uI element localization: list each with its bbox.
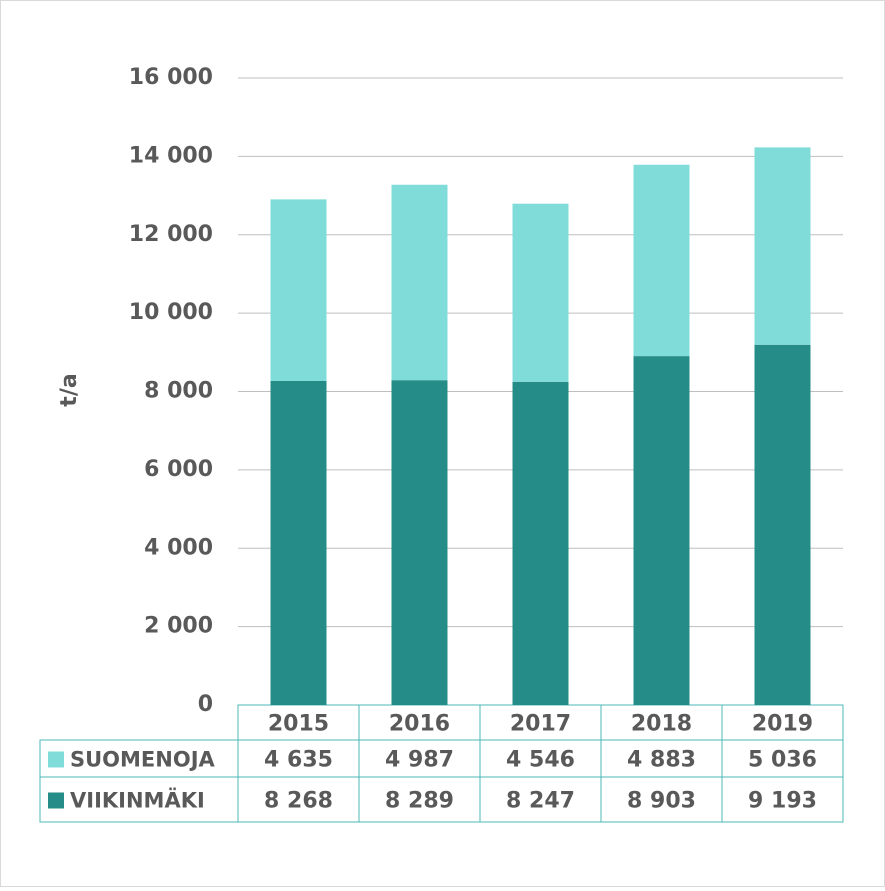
y-tick-label: 14 000 — [129, 143, 213, 168]
bar — [754, 147, 811, 345]
data-label: 4 987 — [385, 748, 454, 773]
data-label: 8 247 — [506, 789, 575, 814]
x-tick-label: 2015 — [268, 712, 329, 737]
legend-label: SUOMENOJA — [70, 748, 216, 772]
legend-key — [48, 792, 64, 809]
data-label: 8 903 — [627, 789, 696, 814]
bar — [633, 164, 690, 357]
y-tick-label: 12 000 — [129, 222, 213, 247]
data-label: 8 268 — [264, 789, 333, 814]
data-label: 4 883 — [627, 748, 696, 773]
y-tick-label: 2 000 — [144, 614, 213, 639]
x-tick-label: 2017 — [510, 712, 571, 737]
y-tick-label: 6 000 — [144, 457, 213, 482]
data-label: 9 193 — [748, 789, 817, 814]
bar — [391, 380, 448, 705]
data-label: 4 546 — [506, 748, 575, 773]
y-axis-label: t/a — [57, 373, 82, 406]
bar — [512, 203, 569, 382]
y-tick-label: 16 000 — [129, 65, 213, 90]
y-tick-label: 10 000 — [129, 300, 213, 325]
legend-label: VIIKINMÄKI — [70, 788, 205, 813]
bar — [512, 381, 569, 705]
y-tick-label: 4 000 — [144, 535, 213, 560]
data-label: 4 635 — [264, 748, 333, 773]
y-tick-label: 0 — [198, 692, 213, 717]
y-tick-label: 8 000 — [144, 379, 213, 404]
data-label: 8 289 — [385, 789, 454, 814]
bar — [270, 199, 327, 381]
x-tick-label: 2016 — [389, 712, 450, 737]
bar — [633, 356, 690, 705]
x-tick-label: 2019 — [752, 712, 813, 737]
bar — [270, 380, 327, 705]
bar — [754, 344, 811, 705]
bar — [391, 184, 448, 381]
legend-key — [48, 751, 64, 768]
x-tick-label: 2018 — [631, 712, 692, 737]
data-label: 5 036 — [748, 748, 817, 773]
